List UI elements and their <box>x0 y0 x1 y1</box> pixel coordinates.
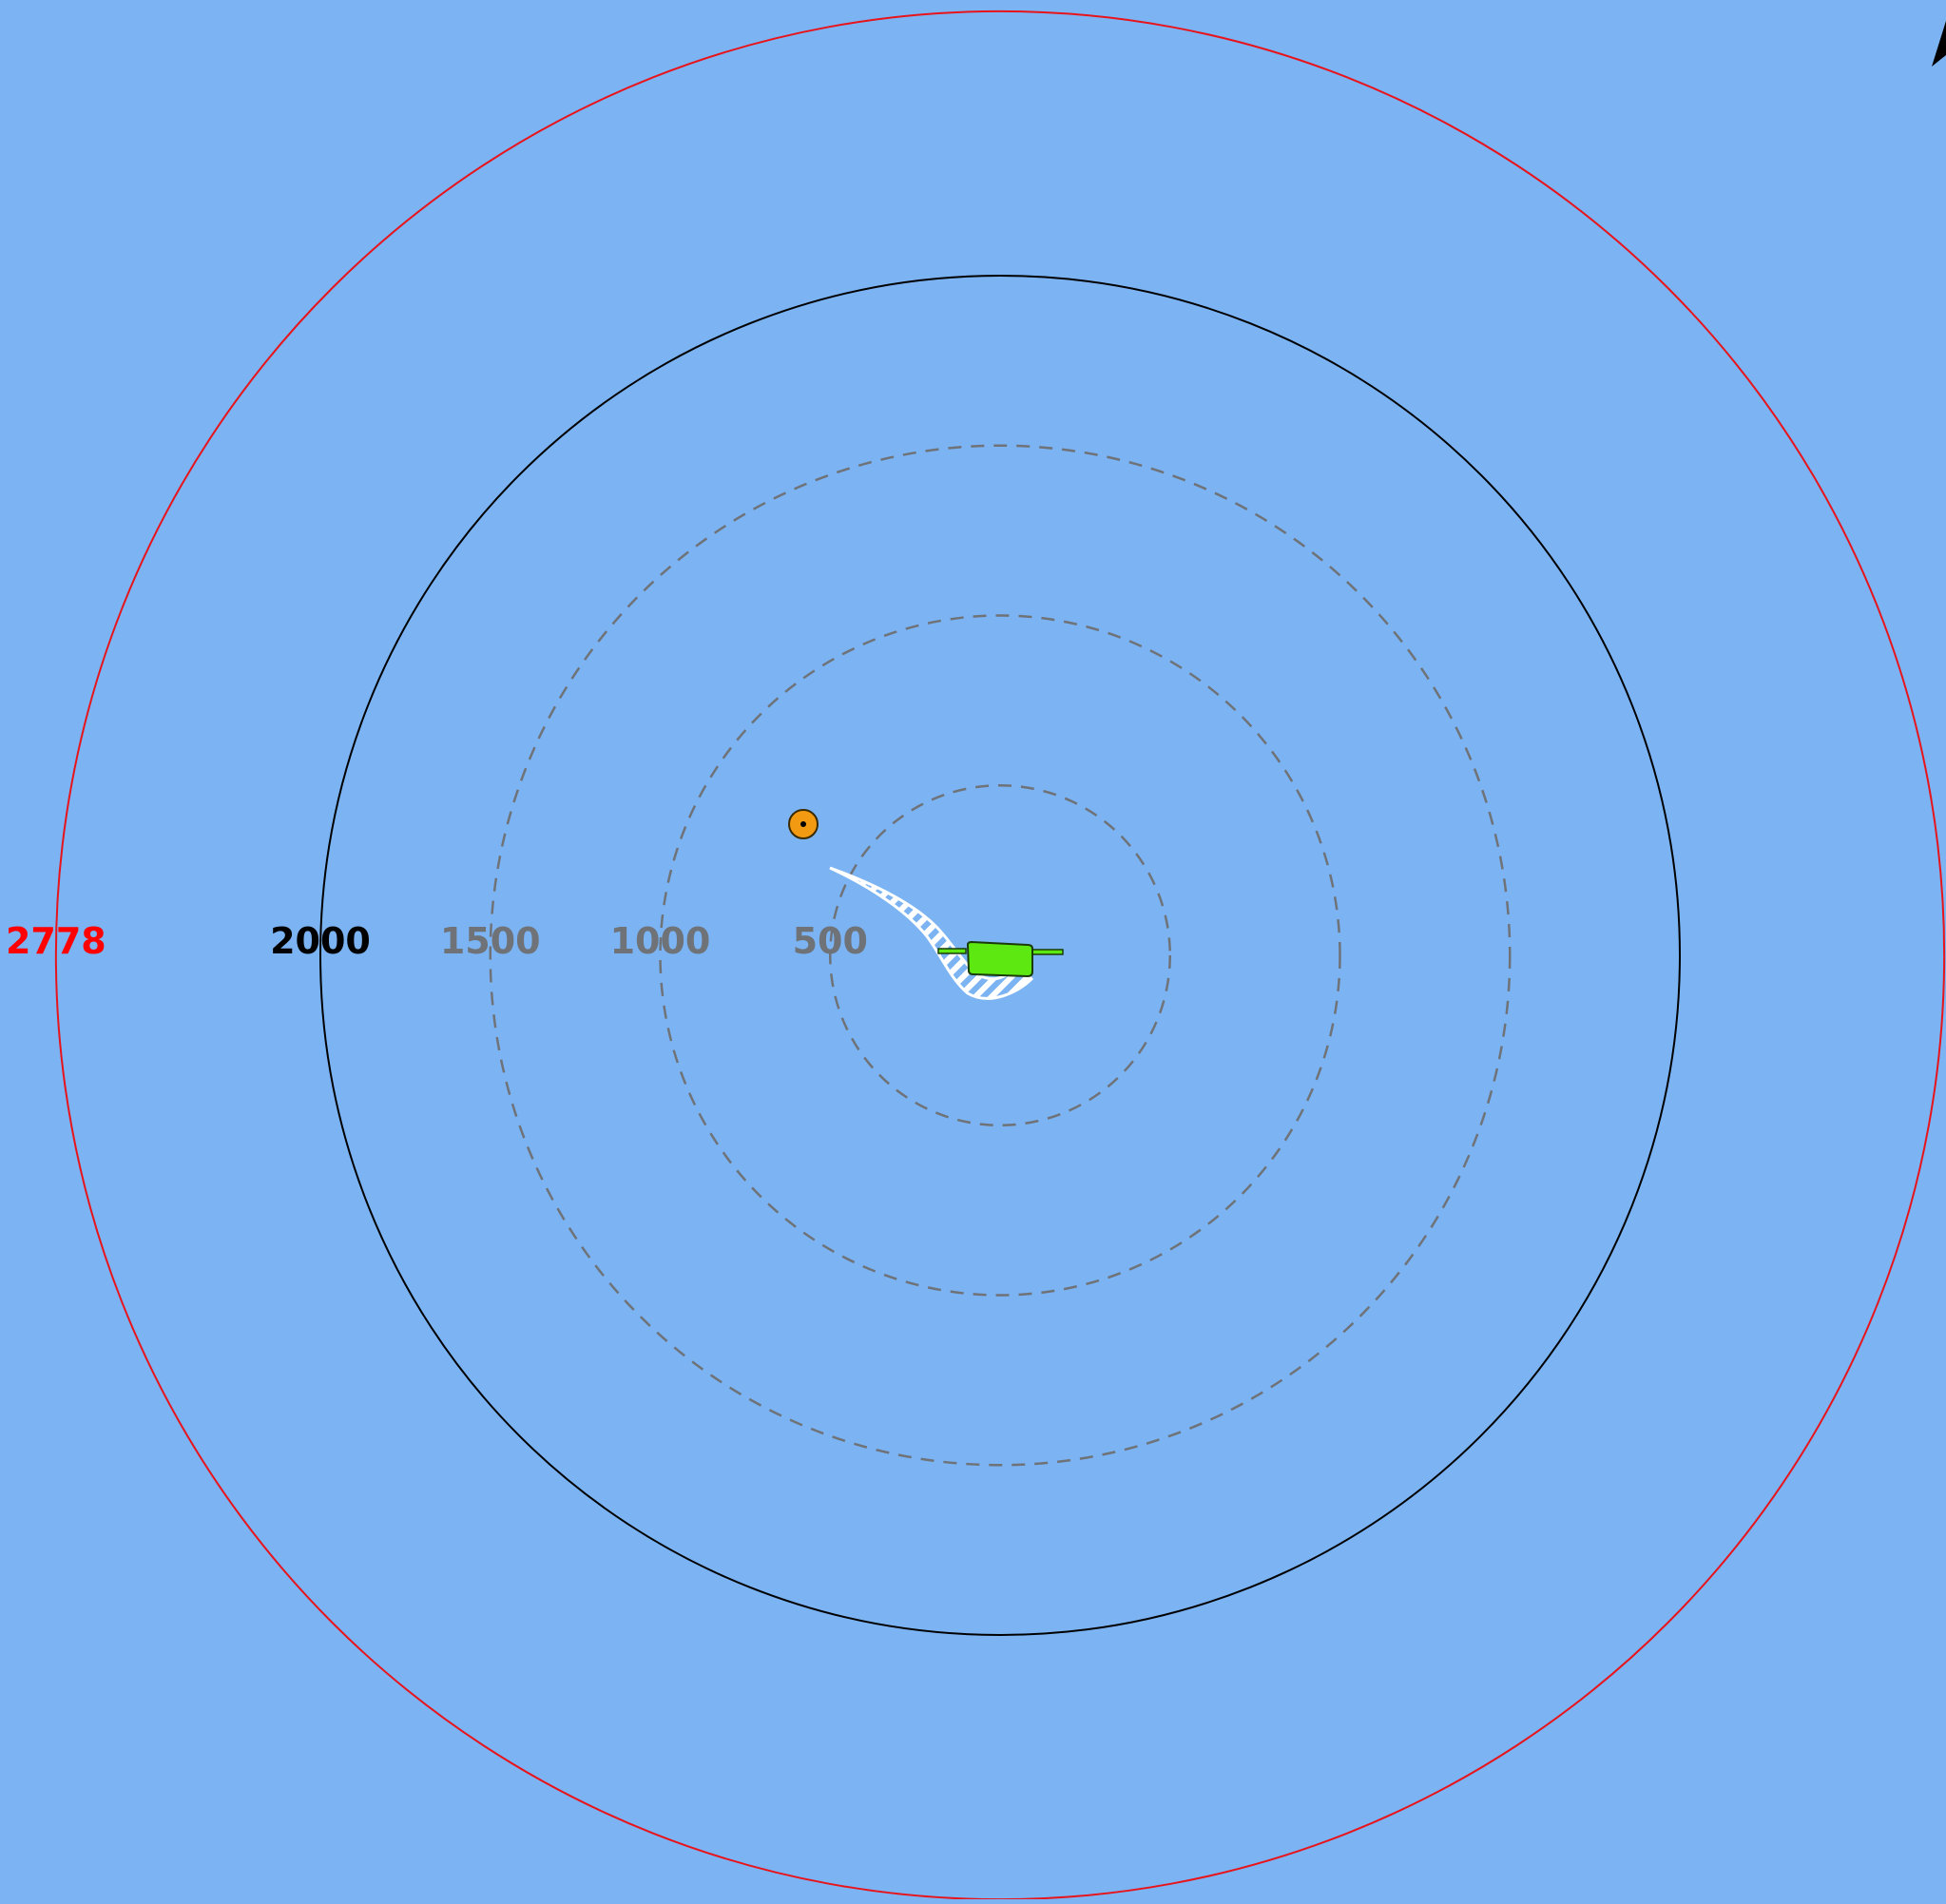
range-label-1500: 1500 <box>440 920 541 962</box>
range-labels: 500 1000 1500 2000 2778 <box>6 920 868 962</box>
range-label-500: 500 <box>793 920 868 962</box>
range-label-2000: 2000 <box>270 920 371 962</box>
range-ring-1000 <box>659 614 1341 1297</box>
range-ring-1500 <box>489 444 1512 1467</box>
range-ring-2000 <box>319 275 1681 1636</box>
buoy-icon[interactable] <box>788 809 819 839</box>
north-arrow-icon <box>1932 21 1946 67</box>
range-label-1000: 1000 <box>610 920 711 962</box>
vessel-icon[interactable] <box>937 940 1064 978</box>
wake-trail <box>829 866 1034 1000</box>
range-label-2778: 2778 <box>6 920 106 962</box>
range-ring-500 <box>829 784 1171 1126</box>
